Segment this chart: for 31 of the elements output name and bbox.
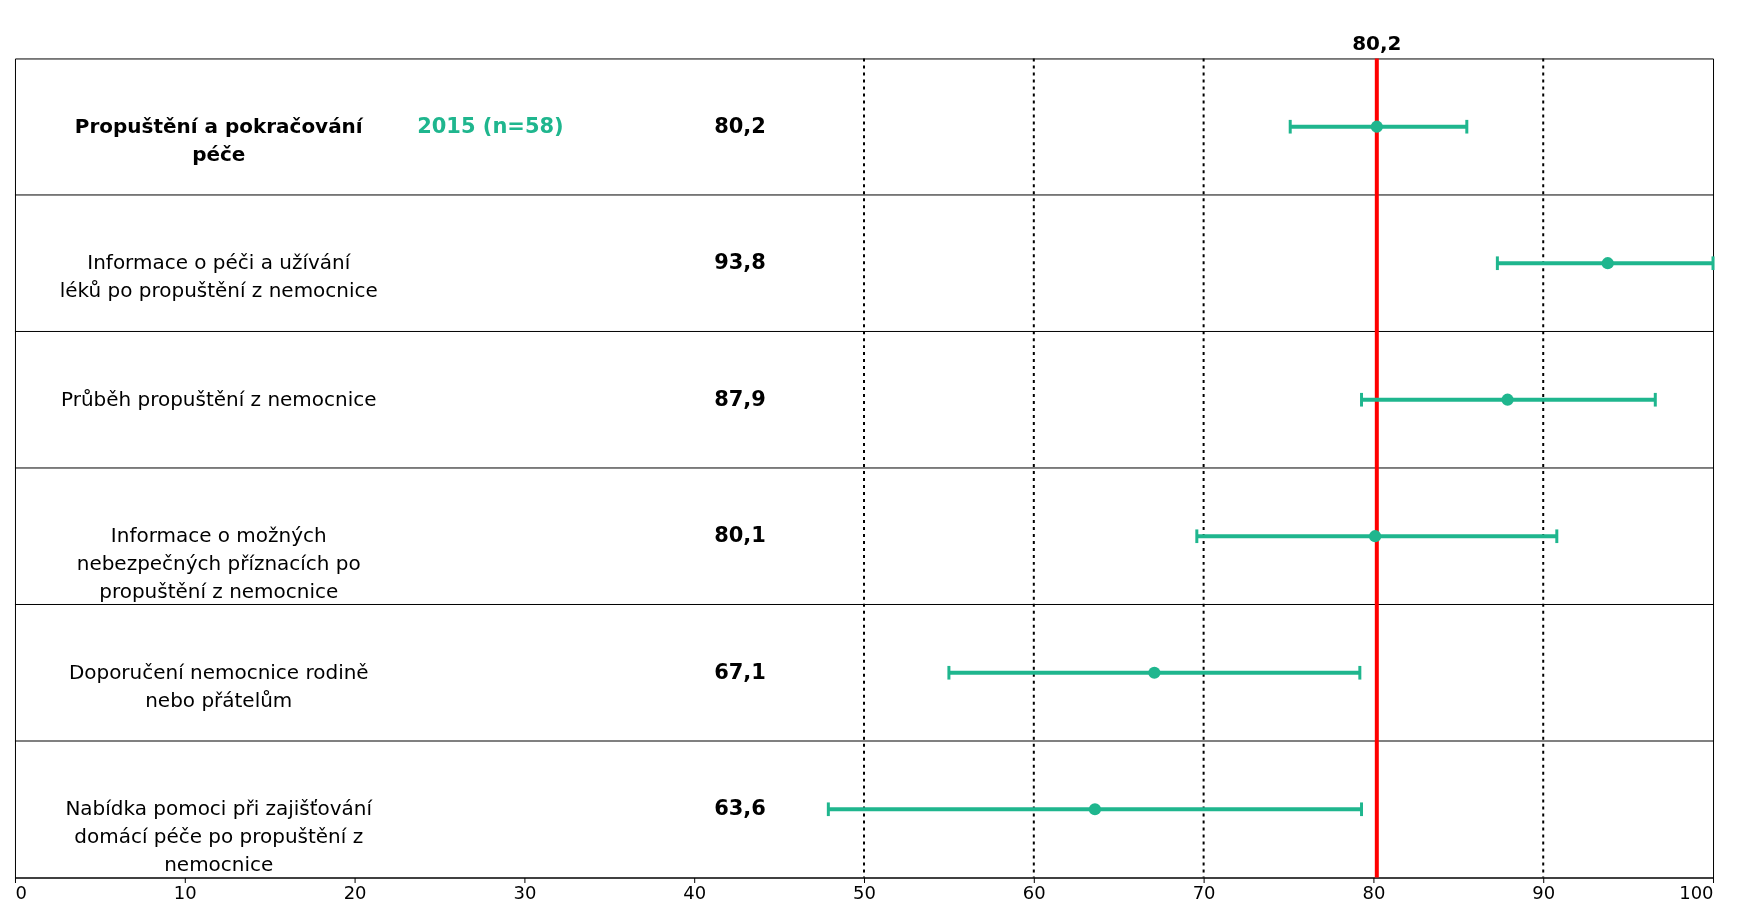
annotation: 80,1 xyxy=(714,523,766,548)
x-tick-label: 0 xyxy=(15,881,27,903)
point xyxy=(1088,803,1102,816)
x-tick-label: 60 xyxy=(1022,881,1046,903)
x-tick-label: 40 xyxy=(683,881,707,903)
annotation: 87,9 xyxy=(714,386,766,411)
x-tick-label: 10 xyxy=(173,881,197,903)
point xyxy=(1501,393,1514,406)
annotation: 93,8 xyxy=(714,250,766,275)
x-tick-label: 30 xyxy=(513,881,537,903)
x-tick-label: 20 xyxy=(343,881,367,903)
point xyxy=(1369,530,1382,543)
x-tick-label: 100 xyxy=(1679,881,1714,903)
x-tick-label: 80 xyxy=(1362,881,1386,903)
y-tick-label: Nabídka pomoci při zajišťování domácí péče po propuštění z nemocnice xyxy=(65,796,374,877)
y-tick-label: Informace o péči a užívání léků po propuštění z nemocnice xyxy=(59,250,378,303)
point xyxy=(1370,120,1383,133)
text: 2015 (n=58) xyxy=(417,113,564,138)
annotation: 67,1 xyxy=(714,659,766,684)
annotation: 63,6 xyxy=(714,796,766,821)
x-tick-label: 70 xyxy=(1192,881,1216,903)
point xyxy=(1148,666,1161,679)
y-tick-label: Propuštění a pokračování péče xyxy=(74,113,364,166)
x-tick-label: 50 xyxy=(853,881,876,903)
ref-line-label: 80,2 xyxy=(1352,31,1402,56)
annotation: 80,2 xyxy=(714,113,766,138)
x-tick-label: 90 xyxy=(1532,881,1556,903)
y-tick-label: Informace o možných nebezpečných příznacích po propuštění z nemocnice xyxy=(76,523,361,604)
y-tick-label: Doporučení nemocnice rodině nebo přátelům xyxy=(68,659,369,712)
point xyxy=(1601,257,1614,270)
y-tick-label: Průběh propuštění z nemocnice xyxy=(61,386,377,411)
